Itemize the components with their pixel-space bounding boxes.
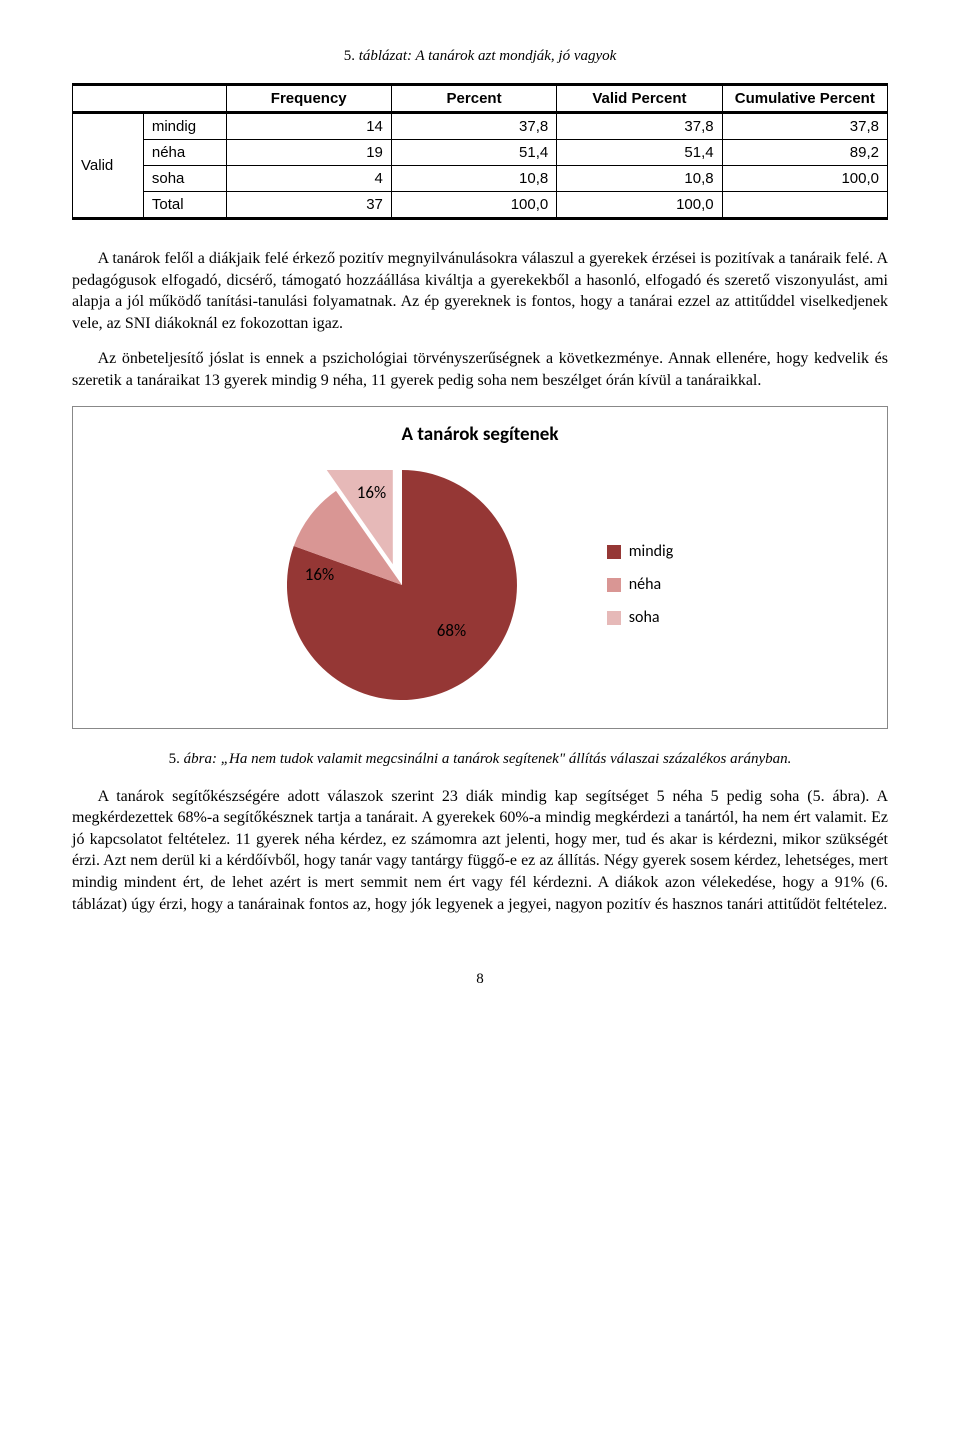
legend-item: soha	[607, 608, 673, 627]
cell: 10,8	[391, 166, 556, 192]
legend-item: mindig	[607, 542, 673, 561]
pie-chart-box: A tanárok segítenek 68% 16% 16% mindig	[72, 406, 888, 729]
figure-caption: 5. ábra: „Ha nem tudok valamit megcsinál…	[72, 751, 888, 768]
pie-chart: 68% 16% 16%	[287, 470, 517, 700]
row-label: Total	[143, 192, 226, 219]
legend-label: mindig	[629, 542, 673, 561]
cell: 4	[226, 166, 391, 192]
figure-caption-text: ábra: „Ha nem tudok valamit megcsinálni …	[184, 751, 792, 767]
table-caption-num: 5.	[344, 48, 355, 64]
frequency-table: Frequency Percent Valid Percent Cumulati…	[72, 83, 888, 220]
cell: 14	[226, 113, 391, 140]
outer-label: Valid	[73, 113, 144, 219]
row-label: soha	[143, 166, 226, 192]
cell: 19	[226, 140, 391, 166]
legend-label: néha	[629, 575, 661, 594]
col-valid-percent: Valid Percent	[557, 85, 722, 113]
row-label: néha	[143, 140, 226, 166]
pie-label-soha: 16%	[357, 482, 386, 503]
cell: 100,0	[722, 166, 887, 192]
cell: 37	[226, 192, 391, 219]
paragraph-1: A tanárok felől a diákjaik felé érkező p…	[72, 248, 888, 334]
table-caption: 5. táblázat: A tanárok azt mondják, jó v…	[72, 48, 888, 65]
legend-swatch-soha	[607, 611, 621, 625]
legend-item: néha	[607, 575, 673, 594]
chart-title: A tanárok segítenek	[97, 423, 863, 446]
cell: 51,4	[557, 140, 722, 166]
pie-label-neha: 16%	[305, 564, 334, 585]
cell	[722, 192, 887, 219]
row-label: mindig	[143, 113, 226, 140]
table-caption-text: táblázat: A tanárok azt mondják, jó vagy…	[359, 48, 617, 64]
col-percent: Percent	[391, 85, 556, 113]
chart-legend: mindig néha soha	[607, 528, 673, 641]
pie-label-mindig: 68%	[437, 620, 466, 641]
cell: 37,8	[391, 113, 556, 140]
cell: 37,8	[722, 113, 887, 140]
legend-label: soha	[629, 608, 660, 627]
cell: 100,0	[557, 192, 722, 219]
col-frequency: Frequency	[226, 85, 391, 113]
cell: 10,8	[557, 166, 722, 192]
legend-swatch-neha	[607, 578, 621, 592]
paragraph-3: A tanárok segítőkészségére adott válaszo…	[72, 786, 888, 916]
pie-svg	[287, 470, 517, 700]
col-cum-percent: Cumulative Percent	[722, 85, 887, 113]
cell: 51,4	[391, 140, 556, 166]
cell: 89,2	[722, 140, 887, 166]
page-number: 8	[72, 971, 888, 988]
paragraph-2: Az önbeteljesítő jóslat is ennek a pszic…	[72, 348, 888, 391]
figure-caption-num: 5.	[169, 751, 180, 767]
legend-swatch-mindig	[607, 545, 621, 559]
cell: 100,0	[391, 192, 556, 219]
cell: 37,8	[557, 113, 722, 140]
